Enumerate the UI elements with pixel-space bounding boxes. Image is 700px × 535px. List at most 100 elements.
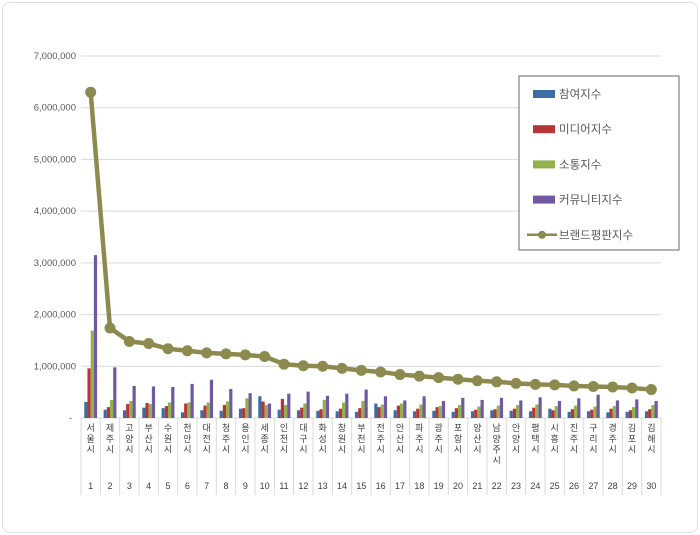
- bar: [200, 410, 204, 418]
- legend-label: 미디어지수: [559, 123, 612, 136]
- bar: [248, 393, 252, 418]
- x-category-label: 양산시: [473, 423, 481, 455]
- bar: [441, 400, 446, 418]
- bar: [164, 406, 168, 418]
- bar-series-3: [90, 330, 655, 418]
- line-marker: [394, 369, 406, 381]
- bar: [90, 330, 94, 418]
- bar: [277, 409, 281, 418]
- y-zero-label: -: [69, 413, 72, 424]
- city-label-char: 원: [164, 434, 172, 444]
- bar: [606, 412, 610, 418]
- bar: [596, 394, 600, 418]
- city-label-char: 주: [493, 445, 501, 455]
- city-label-char: 양: [512, 434, 520, 444]
- bar: [168, 402, 172, 418]
- bar: [567, 411, 571, 418]
- rank-label: 12: [298, 481, 308, 491]
- bar: [345, 393, 349, 418]
- bar: [361, 400, 365, 418]
- bar: [342, 402, 346, 418]
- city-label-char: 시: [280, 445, 288, 455]
- city-label-char: 남: [493, 423, 501, 433]
- rank-label: 24: [530, 481, 540, 491]
- bar: [148, 404, 152, 418]
- x-category-label: 김해시: [647, 422, 655, 455]
- bar: [435, 407, 439, 418]
- bar: [416, 408, 420, 418]
- line-marker: [645, 384, 657, 396]
- bar: [335, 411, 339, 418]
- city-label-char: 김: [647, 422, 655, 433]
- legend-label: 소통지수: [559, 158, 601, 171]
- line-marker: [336, 362, 348, 374]
- city-label-char: 시: [87, 445, 95, 455]
- bar: [412, 411, 417, 418]
- bar: [477, 406, 481, 418]
- bar: [551, 410, 555, 418]
- bar: [648, 409, 652, 418]
- line-marker: [239, 349, 251, 361]
- rank-label: 14: [337, 481, 347, 491]
- bar: [612, 406, 616, 418]
- bar: [122, 410, 127, 418]
- line-marker: [162, 343, 174, 355]
- bar: [142, 407, 146, 418]
- bar-series-4: [93, 255, 658, 418]
- bar: [454, 408, 458, 418]
- city-label-char: 용: [241, 423, 249, 433]
- rank-label: 30: [646, 481, 656, 491]
- city-label-char: 김: [628, 422, 636, 433]
- city-label-char: 양: [493, 434, 501, 444]
- city-label-char: 산: [473, 434, 481, 444]
- bar: [635, 399, 639, 418]
- legend-label: 참여지수: [559, 88, 601, 101]
- bar: [422, 396, 426, 418]
- bar: [574, 405, 578, 418]
- bar: [380, 404, 384, 418]
- city-label-char: 원: [338, 434, 346, 444]
- line-marker: [297, 360, 309, 372]
- line-marker: [452, 373, 464, 385]
- line-marker: [607, 381, 619, 393]
- rank-label: 21: [472, 481, 482, 491]
- x-category-label: 파주시: [415, 423, 424, 455]
- x-category-label: 용인시: [241, 423, 249, 455]
- bar: [258, 396, 262, 418]
- bar: [103, 409, 107, 418]
- bar: [222, 405, 226, 418]
- rank-label: 13: [318, 481, 328, 491]
- rank-label: 28: [608, 481, 618, 491]
- city-label-char: 주: [377, 434, 385, 444]
- rank-label: 20: [453, 481, 463, 491]
- city-label-char: 시: [222, 445, 230, 455]
- line-marker: [587, 380, 599, 392]
- bar: [538, 397, 542, 418]
- bar: [654, 400, 658, 418]
- rank-label: 22: [492, 481, 502, 491]
- city-label-char: 천: [280, 434, 288, 444]
- bar: [180, 412, 185, 418]
- bar: [296, 410, 301, 418]
- bar: [609, 408, 613, 418]
- x-category-label: 대구시: [299, 423, 307, 455]
- legend-line-marker: [538, 230, 546, 239]
- bar: [300, 407, 304, 418]
- x-category-label: 포항시: [454, 423, 462, 455]
- rank-label: 15: [356, 481, 366, 491]
- bar: [203, 405, 207, 418]
- city-label-char: 시: [628, 445, 636, 455]
- bar: [493, 409, 497, 418]
- city-label-char: 진: [570, 423, 578, 433]
- bar: [535, 404, 539, 418]
- city-label-char: 시: [183, 445, 191, 455]
- line-marker: [104, 322, 116, 334]
- x-category-label: 천안시: [183, 423, 191, 455]
- rank-label: 10: [260, 481, 270, 491]
- bar: [519, 400, 523, 418]
- bar: [261, 401, 265, 418]
- bar: [126, 404, 130, 418]
- rank-label: 4: [146, 481, 151, 491]
- bar: [325, 395, 330, 418]
- rank-label: 29: [627, 481, 637, 491]
